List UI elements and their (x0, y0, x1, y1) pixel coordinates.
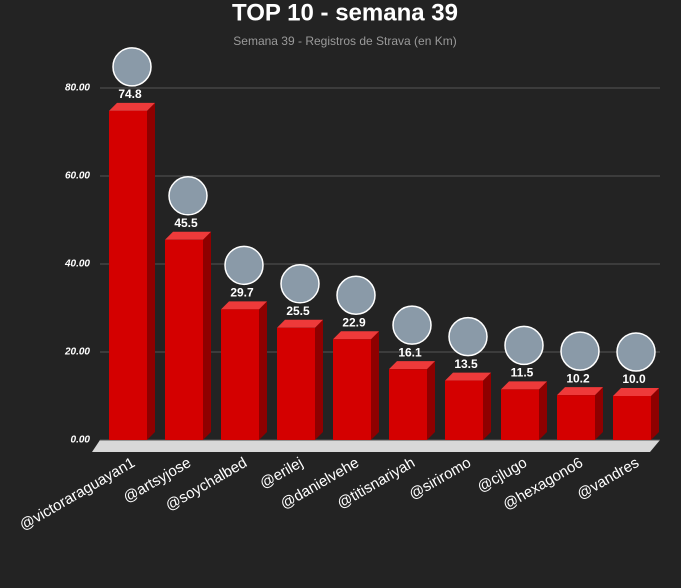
value-label: 25.5 (286, 304, 310, 318)
bar-side (651, 388, 659, 440)
bar-top (557, 387, 603, 396)
bar-top (165, 231, 211, 240)
value-label: 22.9 (342, 315, 366, 329)
bar-side (427, 361, 435, 440)
avatar (560, 331, 600, 371)
x-tick-label: @victoraraguayan1 (17, 454, 138, 534)
value-label: 10.0 (622, 372, 646, 386)
bar-top (445, 372, 491, 381)
bar-top (277, 319, 323, 328)
bar-top (221, 301, 267, 310)
bar-side (371, 331, 379, 440)
avatar (336, 275, 376, 315)
x-tick-label: @siriromo (406, 454, 474, 503)
avatar (504, 325, 544, 366)
bar (221, 309, 259, 440)
bar (501, 389, 539, 440)
value-label: 13.5 (454, 357, 478, 371)
bar-top (501, 381, 547, 390)
bar (389, 369, 427, 440)
chart-title: TOP 10 - semana 39 (232, 0, 458, 26)
value-label: 11.5 (511, 366, 534, 380)
bar-top (389, 361, 435, 370)
y-tick-label: 60.00 (65, 171, 90, 182)
bar-top (333, 331, 379, 340)
avatar (392, 305, 432, 345)
chart-subtitle: Semana 39 - Registros de Strava (en Km) (233, 34, 456, 48)
y-tick-label: 80.00 (65, 83, 90, 94)
avatar (448, 316, 488, 357)
value-label: 45.5 (174, 216, 198, 230)
y-tick-label: 0.00 (71, 435, 91, 446)
avatar (224, 245, 264, 286)
avatar (280, 264, 320, 304)
value-label: 16.1 (398, 345, 422, 359)
bar-side (539, 381, 547, 440)
bar-top (613, 388, 659, 396)
avatar (168, 176, 208, 216)
bar (333, 339, 371, 440)
value-label: 29.7 (230, 285, 254, 299)
bar (277, 327, 315, 440)
bar-top (109, 102, 155, 111)
y-tick-label: 40.00 (64, 259, 90, 270)
bar (557, 395, 595, 440)
bar (613, 396, 651, 440)
bar-side (203, 231, 211, 440)
bar (109, 110, 147, 440)
x-tick-label: @vandres (574, 454, 642, 503)
value-label: 74.8 (118, 87, 142, 101)
bar (165, 239, 203, 440)
bar-side (147, 102, 155, 440)
bar-side (315, 319, 323, 440)
avatar (616, 332, 656, 372)
y-tick-label: 20.00 (64, 347, 90, 358)
floor (92, 440, 660, 452)
bar-side (483, 372, 491, 440)
bar-side (595, 387, 603, 440)
value-label: 10.2 (566, 371, 590, 385)
bar-side (259, 301, 267, 440)
avatar (112, 47, 152, 87)
bar (445, 380, 483, 440)
